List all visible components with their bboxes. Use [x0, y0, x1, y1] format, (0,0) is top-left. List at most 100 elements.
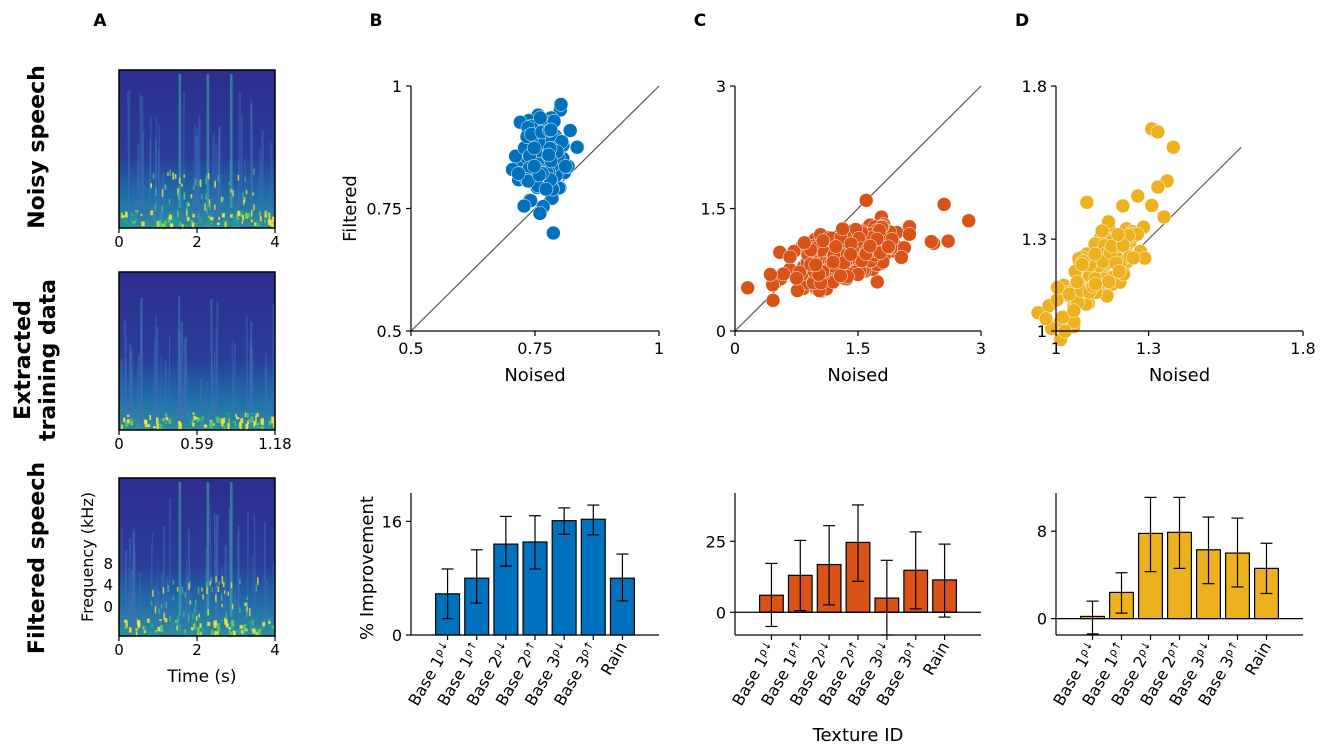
spectrogram-energy [247, 413, 250, 418]
spectrogram-streak [127, 90, 131, 223]
spectrogram-energy [170, 627, 173, 631]
spectrogram-energy [240, 629, 244, 634]
scatter-point [881, 239, 896, 255]
spec-filtered-xtick: 4 [270, 641, 280, 659]
spectrogram-energy [262, 621, 266, 627]
scatter-point [1166, 140, 1181, 155]
spectrogram-energy [178, 177, 181, 184]
bar [551, 520, 577, 636]
y-tick-label: 0 [392, 626, 402, 645]
spec-extracted-xtick: 0.59 [180, 435, 213, 453]
spectrogram-energy [161, 189, 164, 197]
spectrogram-energy [231, 604, 234, 610]
spectrogram-energy [178, 192, 180, 200]
spectrogram-energy [271, 223, 274, 230]
spectrogram-energy [223, 425, 226, 431]
spectrogram-energy [176, 620, 180, 626]
spectrogram-energy [158, 214, 162, 219]
scatter-point [940, 233, 956, 249]
spectrogram-energy [250, 416, 254, 423]
spectrogram-energy [194, 599, 197, 607]
spectrogram-energy [250, 219, 253, 223]
spectrogram-energy [250, 412, 254, 416]
spectrogram-energy [220, 594, 223, 601]
spectrogram-energy [197, 417, 201, 421]
spectrogram-energy [154, 187, 157, 196]
spectrogram-energy [191, 419, 194, 426]
spectrogram-energy [176, 210, 179, 218]
spectrogram-energy [240, 419, 243, 423]
spectrogram-energy [271, 216, 276, 223]
scatter-point [563, 123, 578, 138]
spectrogram-energy [258, 211, 261, 217]
spectrogram-energy [172, 217, 175, 224]
spectrogram-energy [213, 620, 218, 626]
spec-filtered-ytick: 8 [103, 555, 113, 573]
spectrogram-energy [186, 204, 188, 211]
spectrogram-energy [135, 631, 138, 637]
spectrogram-streak [192, 125, 196, 223]
spectrogram-energy [205, 174, 208, 179]
spectrogram-energy [228, 630, 231, 635]
spectrogram-streak [150, 533, 154, 631]
spectrogram-energy [225, 623, 229, 627]
spectrogram-energy [268, 212, 271, 219]
spectrogram-extracted [118, 271, 277, 435]
y-tick-label: 0.75 [366, 200, 402, 219]
spectrogram-energy [216, 627, 221, 633]
spectrogram-energy [174, 174, 177, 179]
spectrogram-energy [169, 616, 171, 623]
spectrogram-energy [255, 218, 258, 222]
spectrogram-energy [205, 624, 208, 627]
spectrogram-energy [230, 626, 235, 632]
spectrogram-energy [121, 424, 123, 429]
spectrogram-energy [172, 621, 175, 624]
spectrogram-energy [177, 188, 179, 196]
spectrogram-filtered [118, 477, 276, 641]
spec-noisy-xtick: 4 [270, 233, 280, 251]
spectrogram-energy [234, 214, 238, 220]
y-tick-label: 16 [382, 512, 402, 531]
spectrogram-energy [242, 191, 244, 199]
spectrogram-energy [225, 412, 229, 415]
spectrogram-energy [260, 418, 264, 425]
scatter-point [1094, 223, 1110, 239]
spectrogram-energy [184, 629, 186, 634]
spectrogram-energy [179, 221, 181, 227]
spectrogram-energy [131, 420, 133, 426]
scatter-point [1101, 274, 1116, 289]
spectrogram-streak [265, 353, 268, 425]
spec-filtered-ytick: 0 [103, 598, 113, 616]
scatter-point [1144, 198, 1159, 213]
spectrogram-energy [248, 418, 250, 423]
spectrogram-streak [237, 93, 242, 223]
spectrogram-energy [190, 627, 194, 631]
spectrogram-energy [158, 608, 160, 614]
scatter-point [924, 234, 939, 249]
spectrogram-energy [209, 421, 213, 428]
scatter-point [833, 268, 848, 284]
scatter-point [1069, 274, 1085, 290]
spectrogram-energy [186, 201, 189, 206]
scatter-point [538, 181, 554, 197]
panel-label-a: A [93, 11, 107, 31]
spectrogram-energy [232, 189, 234, 197]
spectrogram-energy [160, 423, 162, 431]
x-tick-label: 0.75 [517, 339, 553, 358]
spectrogram-energy [199, 623, 202, 628]
spectrogram-energy [167, 172, 169, 176]
spectrogram-energy [125, 621, 128, 628]
spectrogram-energy [124, 626, 128, 629]
spectrogram-energy [197, 587, 200, 595]
spectrogram-energy [124, 211, 128, 218]
x-tick-label: 1.3 [1136, 339, 1161, 358]
spectrogram-energy [123, 418, 126, 423]
spectrogram-energy [192, 613, 194, 619]
panel-label-c: C [694, 11, 706, 31]
spectrogram-streak [264, 367, 268, 425]
scatter-point [870, 274, 885, 290]
row-label-filtered: Filtered speech [25, 462, 50, 654]
spectrogram-energy [202, 594, 204, 600]
